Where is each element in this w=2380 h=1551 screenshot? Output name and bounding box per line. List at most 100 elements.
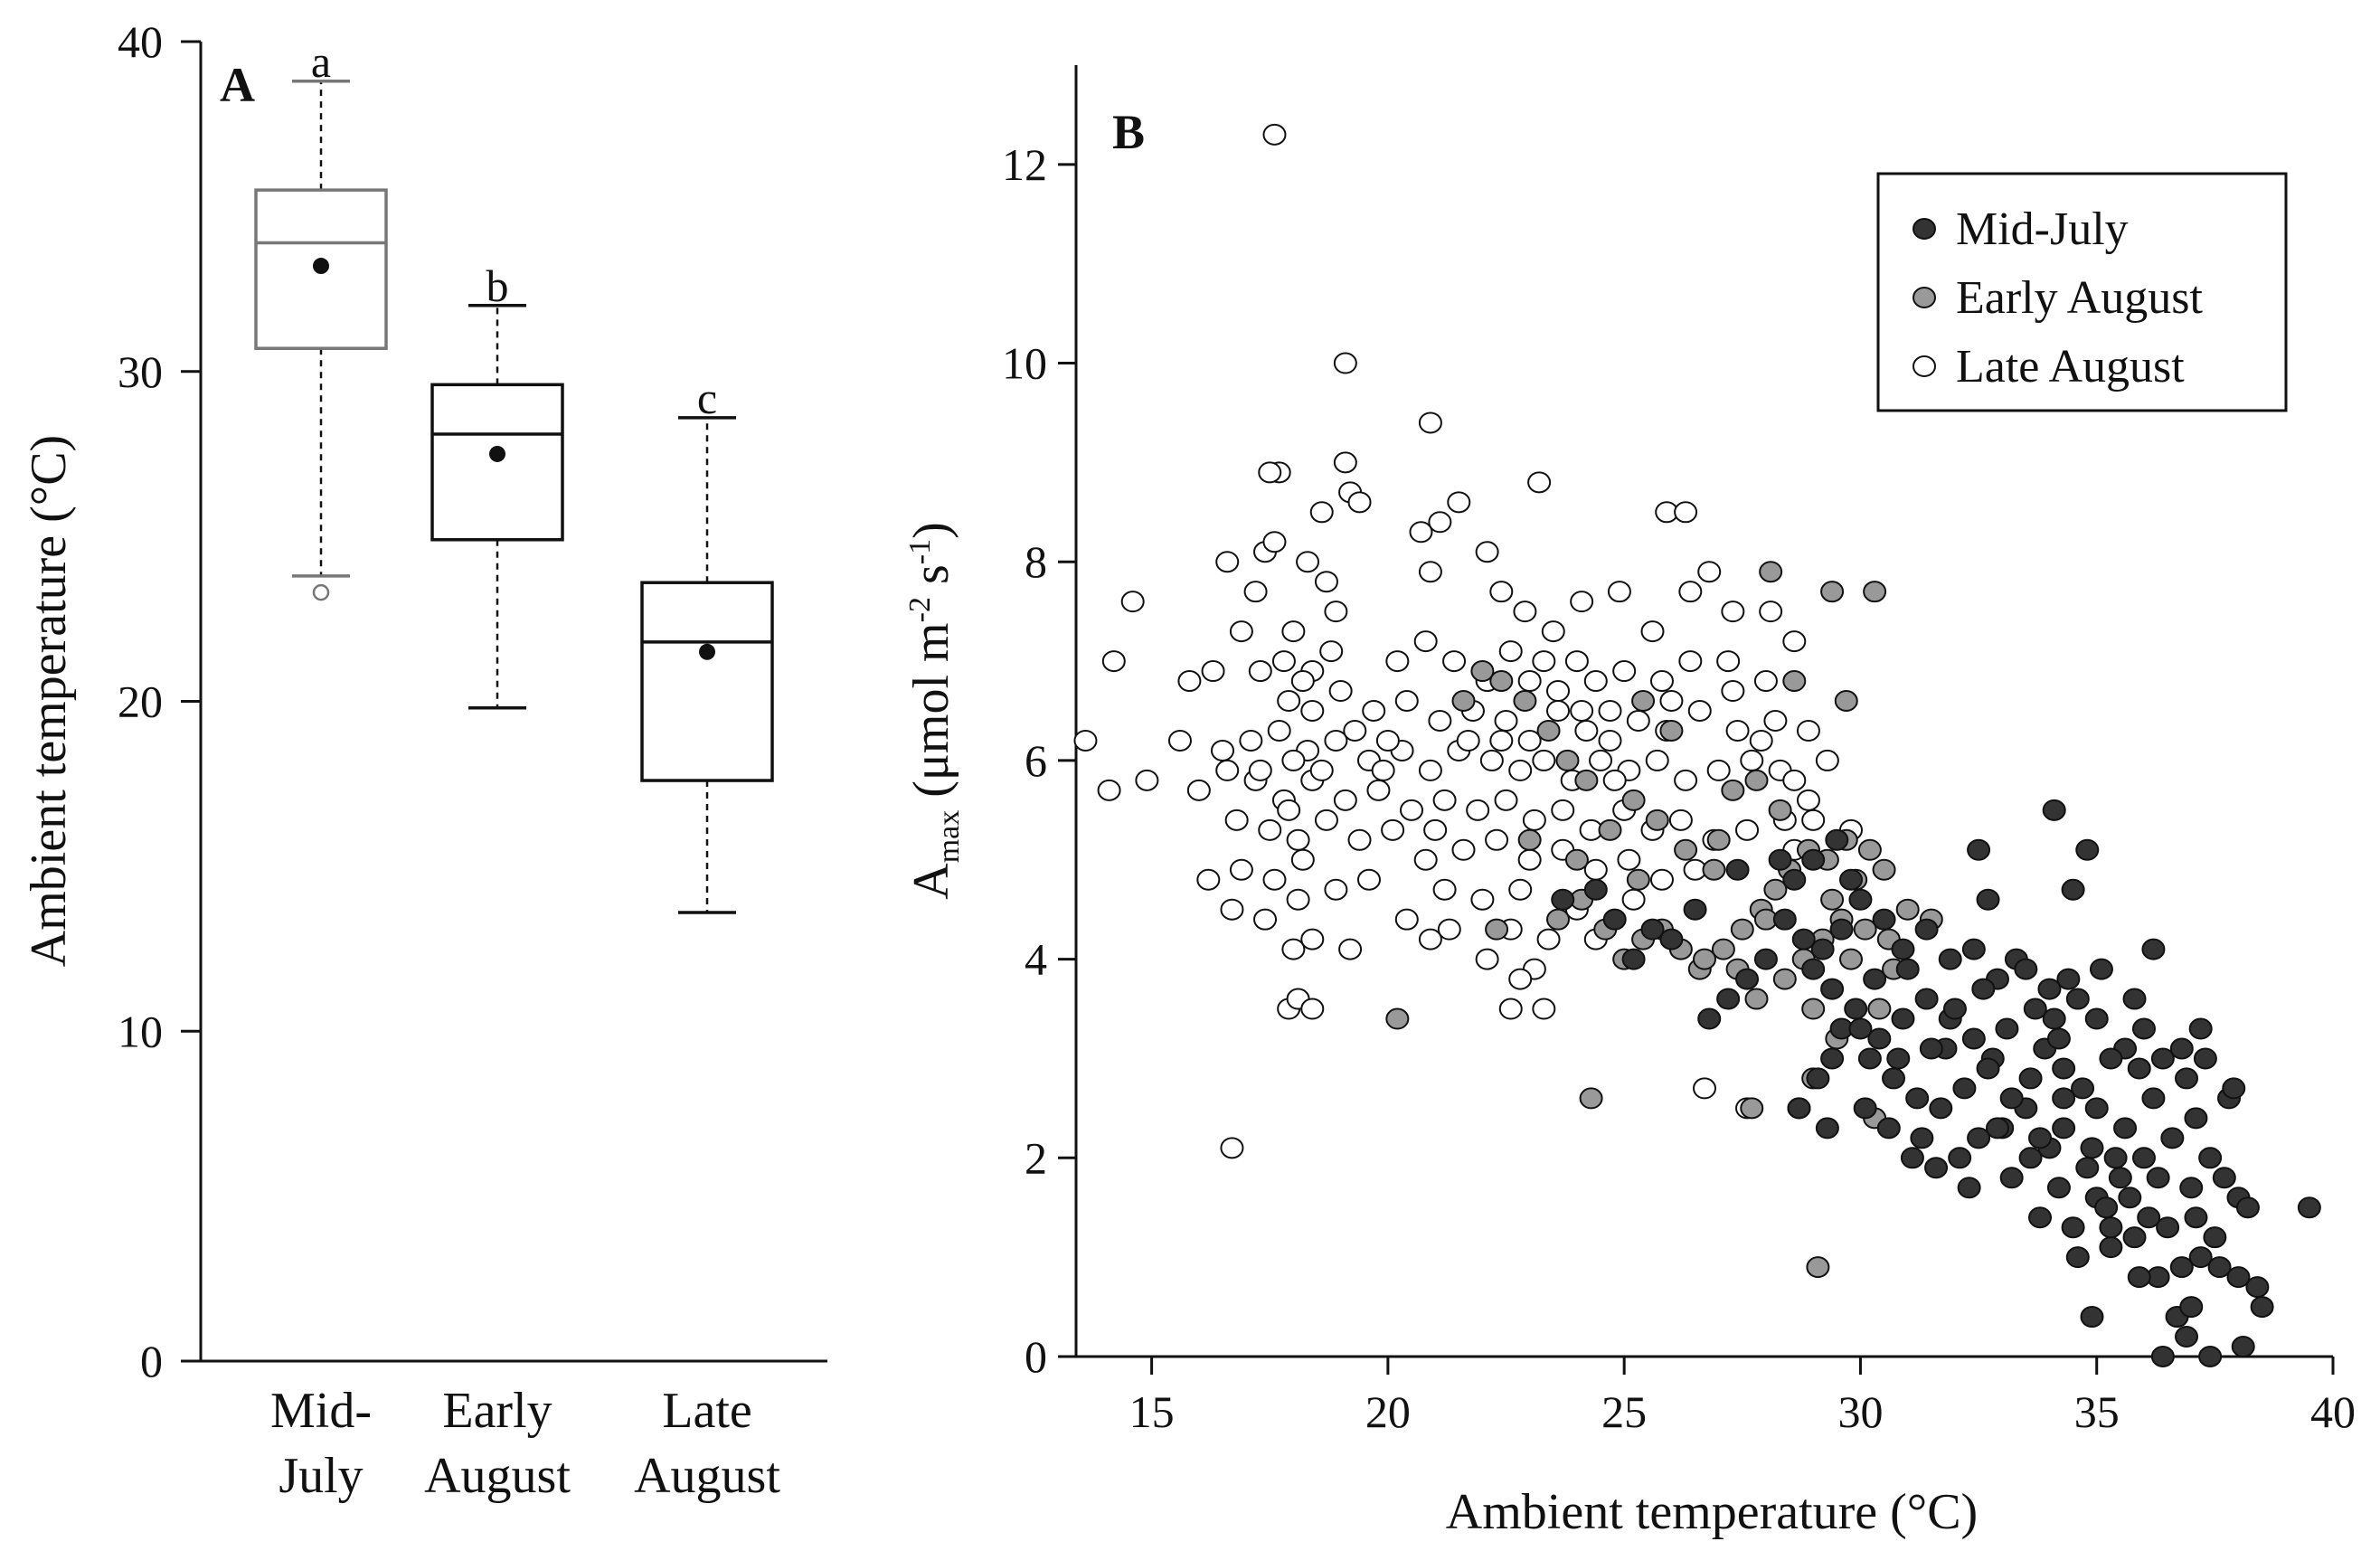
data-point (1791, 928, 1816, 950)
data-point (1432, 789, 1457, 811)
panel-a-boxplot: 0 10 20 30 40 A Ambient temperature (°C) a b c… (21, 16, 827, 1504)
data-point (1362, 700, 1386, 722)
data-point (2169, 1037, 2194, 1060)
panel-a-y-tick-label: 30 (118, 346, 163, 397)
panel-b-y-tick-label: 4 (1025, 934, 1047, 985)
data-point (1838, 868, 1863, 891)
data-point (1517, 828, 1542, 851)
data-point (1801, 848, 1826, 871)
data-point (1853, 1097, 1877, 1120)
data-point (1693, 948, 1716, 970)
data-point (1834, 690, 1858, 713)
data-point (1801, 998, 1826, 1020)
data-point (1432, 878, 1457, 901)
data-point (1621, 948, 1646, 970)
data-point (2179, 1296, 2204, 1319)
box-late-august: c (640, 373, 774, 914)
data-point (1730, 918, 1754, 941)
panel-a-boxes: a b c (254, 36, 774, 914)
data-point (1451, 838, 1476, 861)
data-point (1942, 998, 1967, 1020)
data-point (1995, 1017, 2019, 1040)
data-point (1583, 670, 1608, 693)
data-point (2222, 1077, 2246, 1100)
data-point (1872, 908, 1896, 931)
data-point (1867, 998, 1892, 1020)
panel-b-y-tick-label: 12 (1002, 139, 1047, 190)
data-point (1999, 1167, 2024, 1189)
panel-a-x-tick-label: Mid- (270, 1383, 372, 1439)
data-point (1900, 1147, 1924, 1169)
data-point (1607, 581, 1631, 603)
data-point (1598, 818, 1622, 841)
data-point (1753, 670, 1778, 693)
data-point (1844, 998, 1868, 1020)
data-point (2094, 1196, 2119, 1219)
data-point (1532, 998, 1556, 1020)
y-title-sup1: -2 (903, 597, 937, 622)
data-point (1589, 749, 1613, 771)
data-point (1806, 1067, 1830, 1090)
data-point (2131, 1017, 2156, 1040)
data-point (2103, 1147, 2128, 1169)
data-point (1447, 491, 1471, 514)
panel-b-y-tick-label: 8 (1025, 536, 1047, 587)
data-point (1815, 749, 1839, 771)
data-point (1375, 729, 1400, 752)
data-point (1475, 541, 1499, 563)
data-point (1442, 650, 1467, 673)
panel-a-x-tick-label: August (634, 1448, 780, 1504)
data-point (1381, 818, 1405, 841)
data-point (1498, 640, 1523, 663)
y-title-main: A (903, 863, 959, 900)
data-point (1243, 581, 1268, 603)
data-point (1570, 700, 1594, 722)
data-point (1201, 660, 1225, 683)
data-point (1787, 1097, 1811, 1120)
data-point (1583, 878, 1608, 901)
data-point (1333, 789, 1357, 811)
data-point (1938, 948, 1962, 970)
data-point (1555, 749, 1580, 771)
data-point (1863, 581, 1887, 603)
data-point (1810, 938, 1835, 960)
data-point (1697, 561, 1722, 583)
data-point (2137, 1206, 2161, 1229)
data-point (1768, 799, 1792, 821)
data-point (2141, 1087, 2166, 1110)
data-point (1863, 968, 1887, 990)
data-point (1532, 749, 1556, 771)
significance-letter: a (311, 36, 331, 87)
data-point (1948, 1147, 1972, 1169)
data-point (1659, 690, 1684, 713)
data-point (2203, 1226, 2227, 1249)
data-point (2212, 1167, 2236, 1189)
data-point (1971, 978, 1996, 1000)
data-point (2028, 1206, 2053, 1229)
data-point (2235, 1196, 2260, 1219)
data-point (1721, 680, 1745, 703)
data-point (1385, 1007, 1410, 1030)
box-iqr (640, 581, 774, 782)
box-mean-marker (489, 445, 505, 462)
box-outlier (312, 583, 330, 601)
panel-a-y-tick-label: 0 (140, 1336, 163, 1386)
data-point (1101, 650, 1126, 673)
data-point (1167, 729, 1192, 752)
data-point (1423, 818, 1448, 841)
data-point (1612, 660, 1637, 683)
data-point (1617, 848, 1641, 871)
data-point (2231, 1336, 2255, 1358)
panel-b-x-ticks: 15 20 25 30 35 40 (1129, 1357, 2356, 1437)
data-point (2061, 878, 2085, 901)
data-point (2245, 1276, 2270, 1299)
data-point (1475, 948, 1499, 970)
data-point (1210, 739, 1234, 761)
data-point (2071, 1077, 2095, 1100)
data-point (1910, 1127, 1934, 1149)
data-point (1697, 1007, 1722, 1030)
data-point (1073, 729, 1098, 752)
data-point (1924, 1157, 1949, 1179)
panel-b-y-tick-label: 6 (1025, 735, 1047, 786)
data-point (2193, 1047, 2217, 1070)
